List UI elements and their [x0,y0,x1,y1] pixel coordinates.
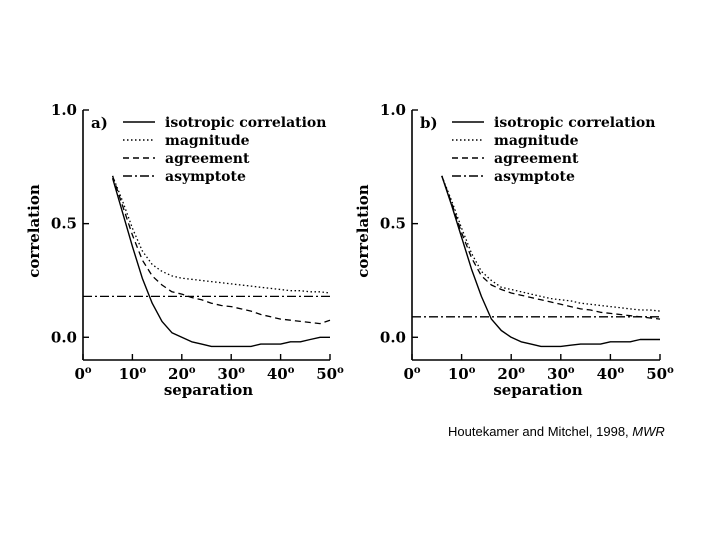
panel-label: a) [91,114,108,132]
x-tick-label: 30o [547,365,575,383]
x-tick-label: 0o [403,365,420,383]
y-tick-label: 0.5 [380,215,406,233]
legend-label: asymptote [165,169,246,185]
y-axis-title: correlation [25,184,43,278]
citation: Houtekamer and Mitchel, 1998, MWR [448,424,665,439]
chart-panel-a: 0.0 0.5 1.0 0o 10o 20o 30o 40o 50o separation corr… [25,101,344,399]
y-tick-label: 0.5 [51,215,77,233]
x-tick-label: 40o [597,365,625,383]
series-line-agreement [441,175,661,320]
legend-label: isotropic correlation [494,115,655,131]
series-line-isotropic-correlation [441,175,660,348]
legend-label: magnitude [494,133,579,149]
x-tick-label: 0o [74,365,91,383]
citation-text: Houtekamer and Mitchel, 1998, [448,424,633,439]
x-tick-label: 10o [448,365,476,383]
legend-label: asymptote [494,169,575,185]
series-line-magnitude [111,175,331,294]
x-tick-label: 50o [316,365,344,383]
y-tick-label: 0.0 [51,328,77,346]
x-tick-label: 20o [497,365,525,383]
x-tick-label: 50o [646,365,674,383]
legend-label: isotropic correlation [165,115,326,131]
y-axis-title: correlation [354,184,372,278]
series-line-agreement [111,175,331,325]
x-tick-label: 20o [168,365,196,383]
legend-label: magnitude [165,133,250,149]
y-tick-label: 1.0 [380,101,406,119]
y-tick-label: 0.0 [380,328,406,346]
series-line-magnitude [441,175,661,312]
x-axis-title: separation [164,381,253,399]
x-tick-label: 40o [267,365,295,383]
chart-panel-b: 0.0 0.5 1.0 0o 10o 20o 30o 40o 50o separation corr… [354,101,674,399]
legend-label: agreement [165,151,250,167]
legend-label: agreement [494,151,579,167]
x-axis-title: separation [493,381,582,399]
x-tick-label: 10o [119,365,147,383]
x-tick-label: 30o [217,365,245,383]
panel-label: b) [420,114,438,132]
series-line-isotropic-correlation [111,178,330,348]
y-tick-label: 1.0 [51,101,77,119]
citation-journal: MWR [632,424,665,439]
